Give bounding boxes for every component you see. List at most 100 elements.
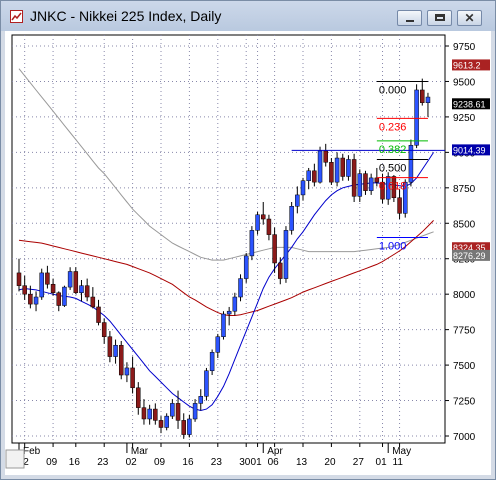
candle xyxy=(351,153,357,202)
candle xyxy=(289,202,294,235)
price-tag-label: 9014.39 xyxy=(453,145,486,155)
candle-body xyxy=(124,367,130,376)
candle-body xyxy=(346,159,351,177)
candle-body xyxy=(198,396,204,404)
candle xyxy=(153,403,158,425)
price-tag xyxy=(452,144,490,156)
candle-body xyxy=(153,408,158,421)
title-bar[interactable]: JNKC - Nikkei 225 Index, Daily ✕ xyxy=(1,1,495,31)
price-tag-label: 9238.61 xyxy=(453,99,486,109)
x-month-label: May xyxy=(392,446,411,457)
sma-slow-line xyxy=(18,220,434,316)
candle-body xyxy=(170,403,175,417)
candle-body xyxy=(283,230,289,279)
candle xyxy=(357,169,363,202)
sma-mid-line xyxy=(18,68,434,261)
fib-level-label: 0.382 xyxy=(379,144,407,156)
candle-body xyxy=(158,420,164,428)
candle xyxy=(425,92,431,117)
window-title: JNKC - Nikkei 225 Index, Daily xyxy=(30,8,222,24)
candle xyxy=(96,299,101,326)
chart-area[interactable]: 7000725075007750800082508500875090009250… xyxy=(5,31,491,475)
candle-body xyxy=(357,173,363,197)
fib-level-label: 0.618 xyxy=(379,181,407,193)
candle-body xyxy=(249,230,255,257)
candle-body xyxy=(425,96,431,103)
fib-level-label: 0.000 xyxy=(379,84,407,96)
candle xyxy=(16,258,22,292)
candle xyxy=(147,404,152,425)
candle-body xyxy=(329,162,334,183)
candle xyxy=(312,163,317,187)
candle xyxy=(278,257,283,285)
candle xyxy=(22,275,27,300)
candle-body xyxy=(209,352,215,372)
y-tick-label: 7750 xyxy=(453,326,476,337)
candle xyxy=(124,362,130,383)
candle-body xyxy=(96,306,101,323)
candle-body xyxy=(278,262,283,279)
x-date-label: 27 xyxy=(353,457,365,468)
candlestick-chart[interactable]: 7000725075007750800082508500875090009250… xyxy=(5,31,491,475)
candle xyxy=(141,399,147,425)
candle-body xyxy=(22,285,27,295)
candle xyxy=(198,389,204,411)
candle xyxy=(175,390,181,429)
y-tick-label: 9750 xyxy=(453,42,476,53)
candle xyxy=(368,173,374,195)
candle-body xyxy=(334,157,340,183)
price-tag xyxy=(452,242,490,254)
y-tick-label: 8750 xyxy=(453,184,476,195)
x-date-label: 16 xyxy=(69,457,81,468)
candle xyxy=(215,333,221,358)
candle-body xyxy=(351,159,357,197)
maximize-button[interactable] xyxy=(427,10,452,26)
fib-level-label: 0.500 xyxy=(379,162,407,174)
candle xyxy=(334,152,340,187)
y-tick-label: 9500 xyxy=(453,77,476,88)
candle xyxy=(249,226,255,261)
candle xyxy=(107,331,113,363)
candle-body xyxy=(136,387,141,408)
candle-body xyxy=(226,310,232,315)
candle-body xyxy=(141,407,147,420)
minimize-button[interactable] xyxy=(397,10,422,26)
candle-body xyxy=(107,336,113,357)
candle xyxy=(238,274,243,302)
close-icon: ✕ xyxy=(464,11,475,25)
candle-body xyxy=(243,255,249,279)
candle xyxy=(346,155,351,181)
x-date-label: 13 xyxy=(296,457,308,468)
x-month-label: Mar xyxy=(131,446,149,457)
candle-body xyxy=(238,278,243,298)
candle-body xyxy=(181,420,186,435)
x-date-label: 16 xyxy=(182,457,194,468)
candle xyxy=(283,226,289,283)
fib-level-label: 0.236 xyxy=(379,121,407,133)
y-tick-label: 8000 xyxy=(453,290,476,301)
candle xyxy=(39,268,44,300)
x-date-label: 20 xyxy=(324,457,336,468)
candle-body xyxy=(67,271,73,288)
candle xyxy=(300,177,306,201)
candle-body xyxy=(56,292,62,306)
candle-body xyxy=(192,403,198,420)
candle xyxy=(67,267,73,290)
candle-body xyxy=(221,313,226,337)
candle-body xyxy=(113,344,118,357)
x-date-label: 09 xyxy=(46,457,58,468)
y-tick-label: 7000 xyxy=(453,432,476,443)
candle xyxy=(28,285,33,309)
candle-body xyxy=(147,408,152,420)
close-button[interactable]: ✕ xyxy=(457,10,482,26)
x-date-label: 11 xyxy=(393,457,404,468)
candle xyxy=(266,214,272,241)
candle-body xyxy=(232,296,238,312)
maximize-icon xyxy=(435,14,445,21)
candle xyxy=(317,146,323,184)
candle xyxy=(62,285,67,307)
candle xyxy=(340,153,346,181)
x-date-label: 23 xyxy=(211,457,223,468)
x-date-label: 01 xyxy=(251,457,263,468)
